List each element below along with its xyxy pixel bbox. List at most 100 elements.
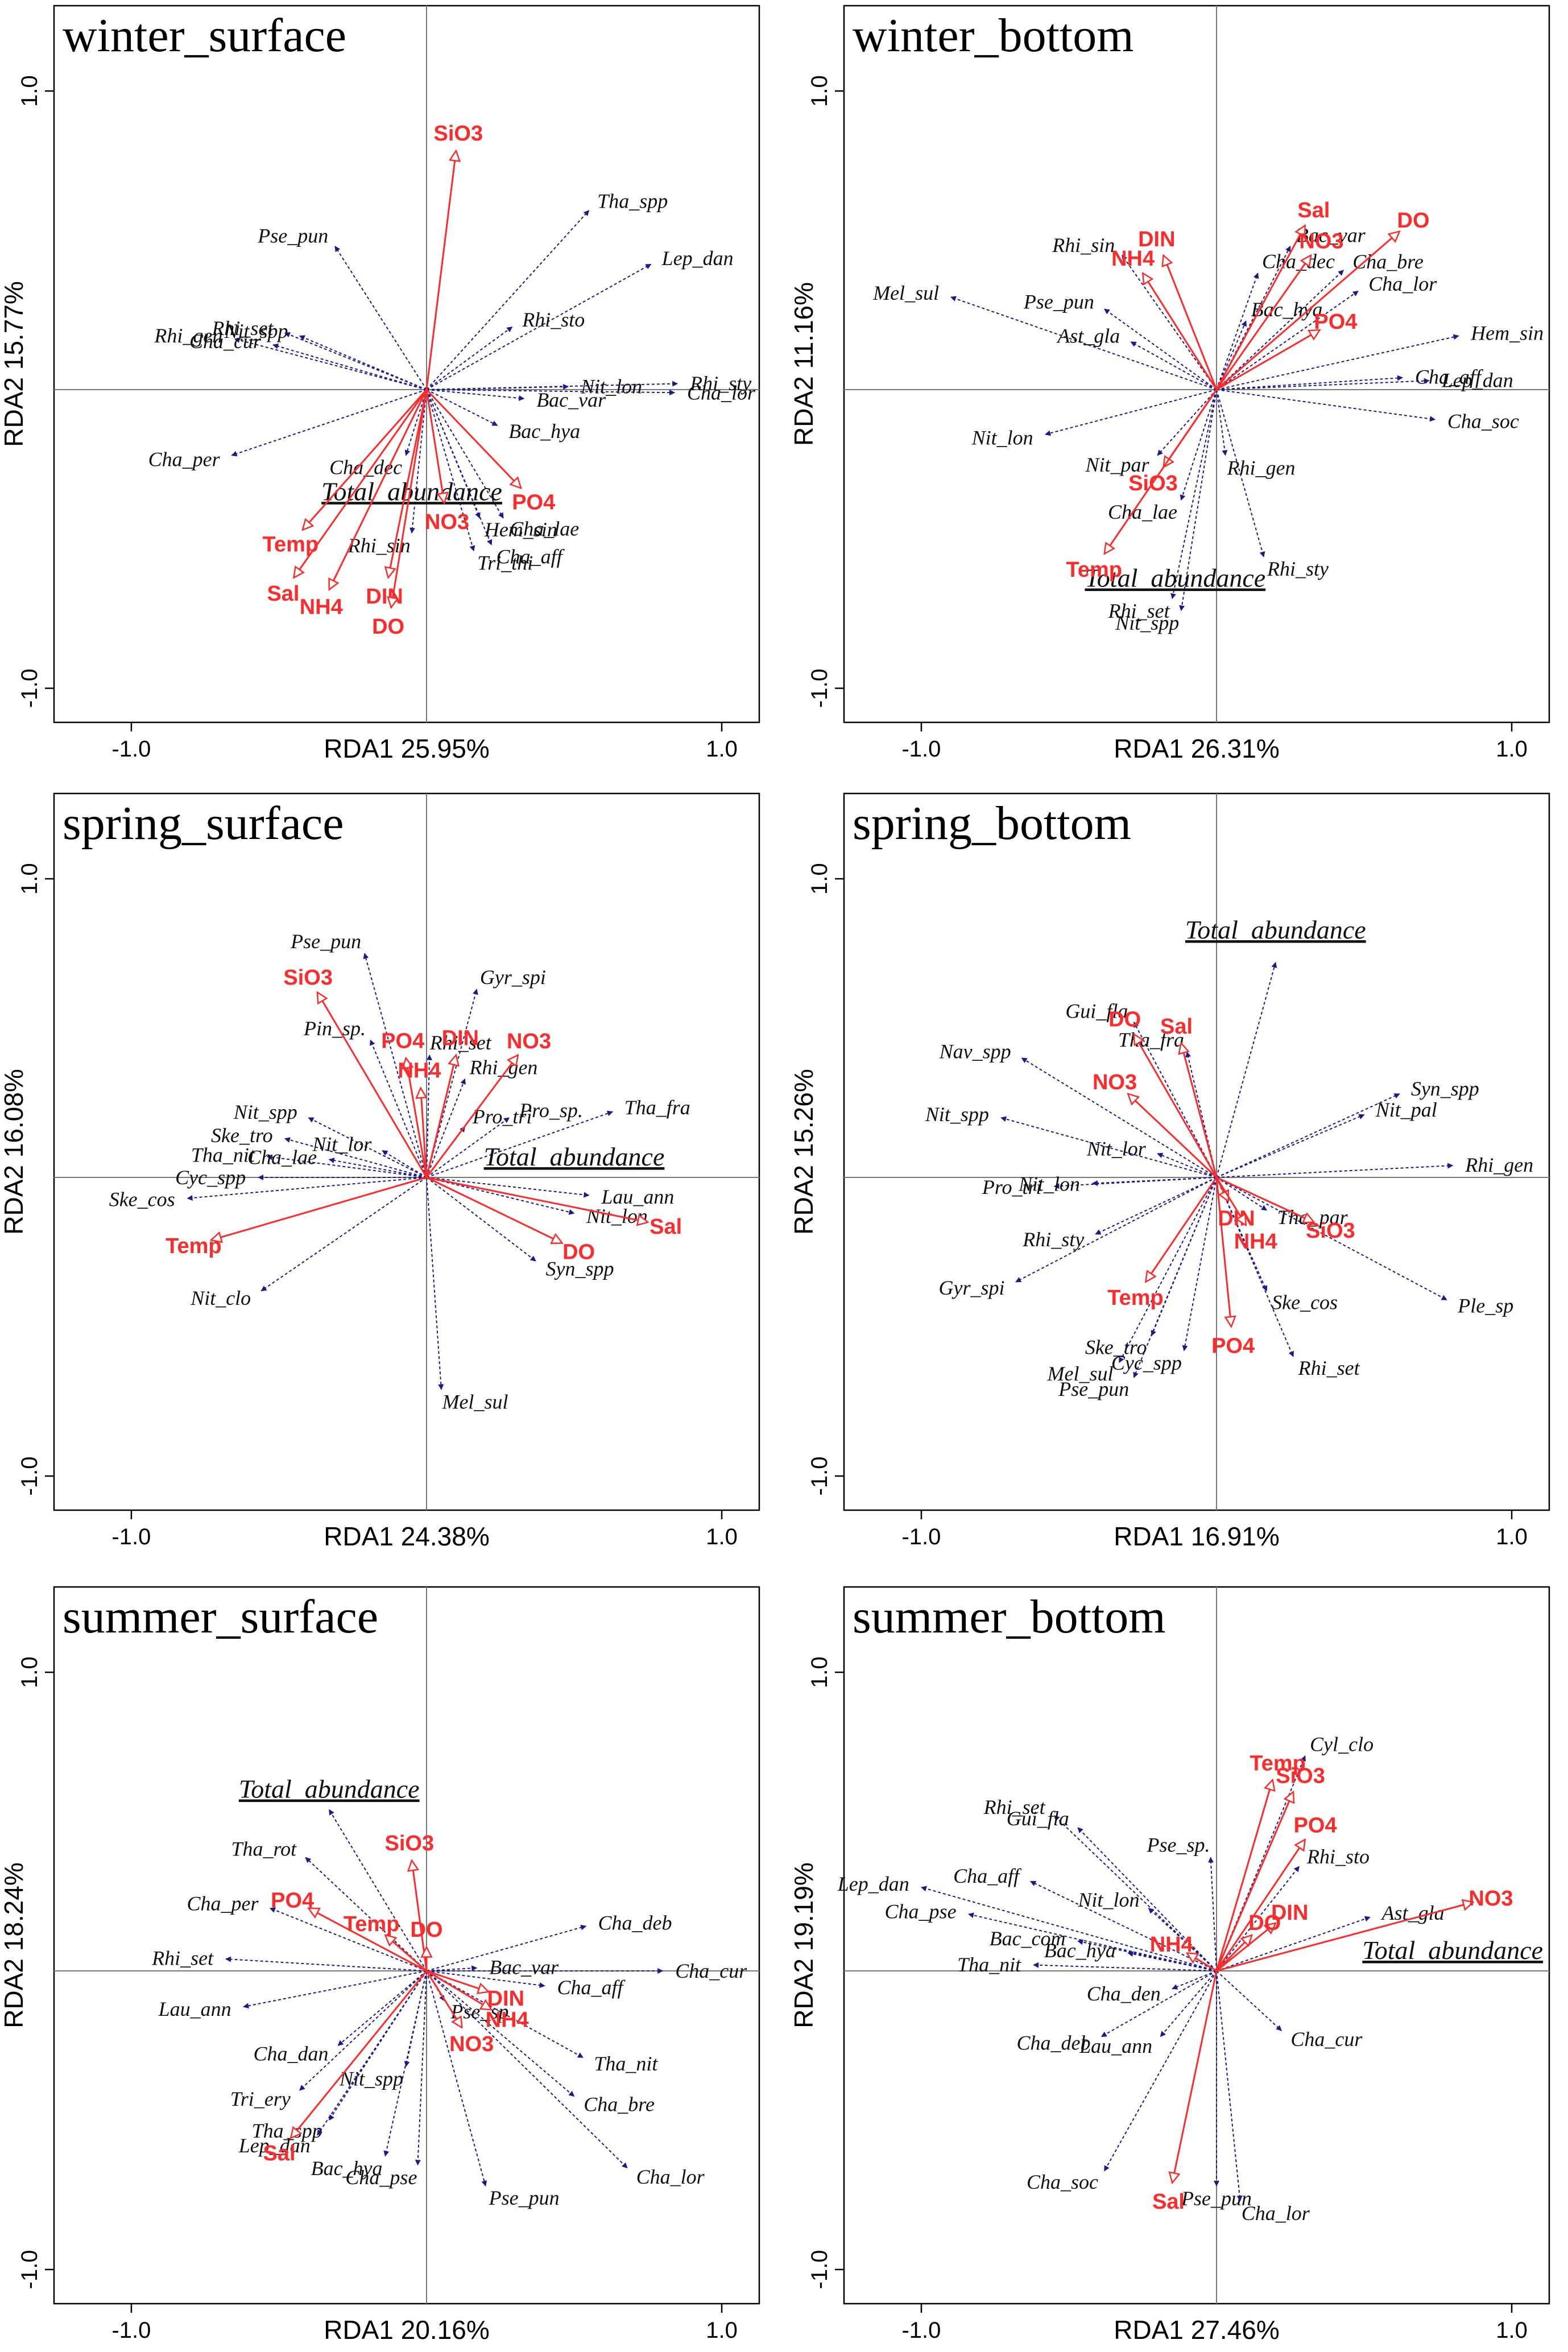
species-label: Cha_aff bbox=[953, 1865, 1022, 1887]
species-label: Nit_spp bbox=[925, 1103, 989, 1126]
env-arrow bbox=[1216, 1923, 1276, 1972]
panel-summer_bottom: -1.0 1.0 1.0 -1.0 RDA1 27.46% RDA2 19.19% summ… bbox=[789, 1586, 1550, 2345]
species-label: Hem_sin bbox=[484, 518, 557, 541]
species-label: Ple_sp bbox=[1457, 1295, 1513, 1317]
x-tick-label: -1.0 bbox=[901, 2318, 941, 2343]
env-arrow bbox=[1172, 1970, 1218, 2183]
env-label: DO bbox=[1248, 1911, 1281, 1935]
species-label: Tha_spp bbox=[597, 190, 668, 213]
env-arrow bbox=[308, 1907, 427, 1972]
x-tick-label: -1.0 bbox=[111, 2318, 151, 2343]
species-arrow bbox=[1180, 389, 1217, 501]
env-label: SiO3 bbox=[434, 122, 483, 146]
species-label: Cha_per bbox=[187, 1892, 259, 1915]
x-tick-label: 1.0 bbox=[1496, 2318, 1528, 2343]
env-label: DO bbox=[372, 615, 404, 639]
species-label: Cha_soc bbox=[1447, 410, 1519, 432]
species-label: Nit_lon bbox=[580, 375, 642, 398]
env-label: Sal bbox=[1297, 199, 1330, 222]
env-arrow bbox=[293, 389, 428, 578]
species-arrow bbox=[1148, 1908, 1217, 1971]
species-label: Tha_spp bbox=[252, 2119, 322, 2142]
env-arrow bbox=[425, 1055, 456, 1178]
species-label: Cha_lor bbox=[1368, 272, 1437, 295]
env-arrow bbox=[291, 1970, 428, 2138]
species-arrow bbox=[234, 337, 427, 390]
y-axis-label: RDA2 15.77% bbox=[0, 281, 28, 447]
species-arrow bbox=[370, 1039, 427, 1178]
species-label: Gui_fla bbox=[1065, 1000, 1128, 1023]
env-label: NH4 bbox=[486, 2008, 529, 2032]
env-label: Sal bbox=[1152, 2190, 1185, 2214]
x-tick-label: -1.0 bbox=[901, 1524, 941, 1549]
species-arrow bbox=[1216, 270, 1344, 390]
x-tick-label: -1.0 bbox=[901, 737, 941, 762]
x-axis-label: RDA1 16.91% bbox=[1114, 1522, 1280, 1551]
species-label: Mel_sul bbox=[441, 1391, 508, 1413]
species-label: Nit_lor bbox=[312, 1132, 372, 1155]
panel-summer_surface: -1.0 1.0 1.0 -1.0 RDA1 20.16% RDA2 18.24% summ… bbox=[0, 1586, 760, 2345]
env-arrow bbox=[1215, 1177, 1246, 1225]
species-arrow bbox=[1095, 1177, 1217, 1235]
species-label: Pro_tri bbox=[982, 1176, 1042, 1198]
species-arrow bbox=[1216, 320, 1247, 390]
env-label: SiO3 bbox=[1306, 1219, 1355, 1243]
species-arrow bbox=[308, 1117, 427, 1178]
env-arrow bbox=[425, 1970, 462, 2028]
y-tick-label: -1.0 bbox=[17, 1457, 42, 1496]
species-arrow bbox=[299, 1970, 427, 2091]
species-arrow bbox=[1182, 1177, 1217, 1351]
species-arrow bbox=[426, 389, 675, 396]
env-label: Temp bbox=[1250, 1751, 1306, 1775]
env-arrow bbox=[426, 1970, 489, 1992]
y-tick-label: 1.0 bbox=[17, 75, 42, 107]
x-tick-label: -1.0 bbox=[111, 1524, 151, 1549]
env-arrow bbox=[1215, 1935, 1252, 1972]
env-label: Temp bbox=[166, 1234, 222, 1258]
species-label: Cha_lor bbox=[687, 382, 756, 404]
species-arrow bbox=[426, 1970, 487, 2186]
species-label: Nit_par bbox=[1085, 453, 1149, 476]
env-arrow bbox=[421, 1088, 428, 1178]
species-arrow bbox=[243, 1970, 427, 2009]
species-label: Gyr_spi bbox=[939, 1276, 1005, 1299]
species-arrow bbox=[426, 1177, 590, 1198]
species-arrow bbox=[426, 381, 678, 390]
panel-title: spring_surface bbox=[63, 797, 344, 850]
env-label: NO3 bbox=[1299, 230, 1343, 254]
species-arrow bbox=[1216, 1177, 1294, 1357]
species-arrow bbox=[1101, 1970, 1217, 2037]
species-arrow bbox=[1030, 1880, 1217, 1971]
env-arrow bbox=[1216, 1902, 1474, 1972]
species-label: Cha_lae bbox=[247, 1146, 317, 1169]
env-arrow bbox=[406, 1058, 428, 1178]
env-arrow bbox=[1215, 1780, 1273, 1971]
species-label: Tri_thi bbox=[477, 552, 533, 574]
species-label: Bac_var bbox=[536, 388, 606, 411]
env-arrow bbox=[425, 151, 456, 390]
env-arrow bbox=[1164, 255, 1218, 390]
species-arrow bbox=[1044, 389, 1217, 436]
species-arrow bbox=[328, 1970, 427, 2121]
env-arrow bbox=[1134, 1034, 1218, 1178]
species-arrow bbox=[426, 389, 504, 519]
env-label: DO bbox=[411, 1918, 443, 1942]
species-arrow bbox=[1103, 308, 1217, 390]
species-label: Rhi_set bbox=[1108, 600, 1170, 622]
env-arrow bbox=[391, 389, 428, 607]
x-tick-label: 1.0 bbox=[1496, 737, 1528, 762]
env-arrow bbox=[1128, 1094, 1218, 1179]
species-arrow bbox=[1015, 1177, 1217, 1283]
species-arrow bbox=[305, 1857, 427, 1971]
species-arrow bbox=[1133, 1177, 1217, 1378]
species-label: Ast_gla bbox=[1056, 324, 1120, 347]
species-arrow bbox=[1216, 389, 1265, 557]
species-arrow bbox=[317, 1970, 427, 2136]
species-arrow bbox=[426, 1924, 587, 1971]
species-label: Nit_spp bbox=[339, 2068, 403, 2090]
env-label: PO4 bbox=[1211, 1334, 1255, 1358]
env-label: NO3 bbox=[449, 2032, 494, 2056]
species-arrow bbox=[1216, 272, 1259, 390]
species-label: Tha_nit bbox=[594, 2052, 658, 2075]
